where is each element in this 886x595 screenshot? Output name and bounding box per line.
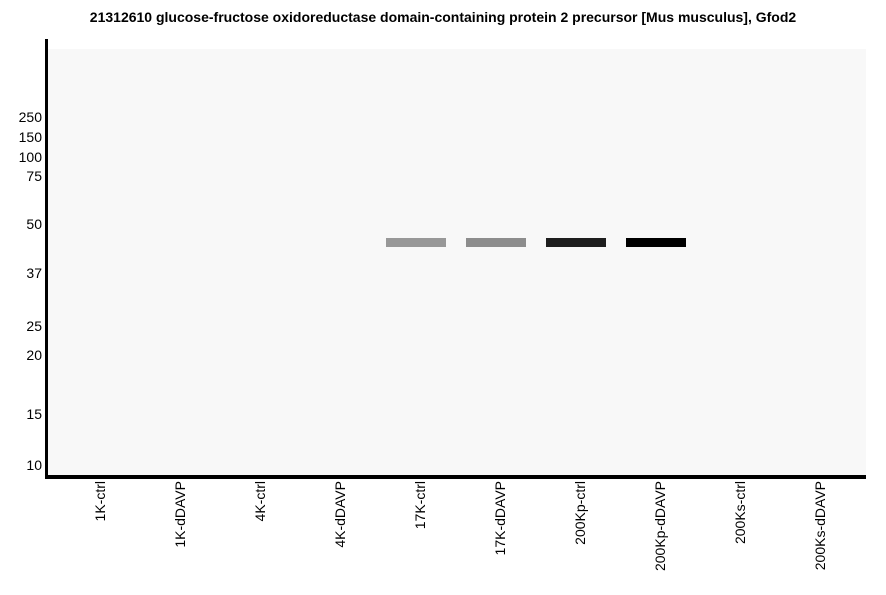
- y-tick-label-75: 75: [26, 168, 42, 184]
- y-tick-label-150: 150: [18, 129, 42, 145]
- lane-label-17K-ctrl: 17K-ctrl: [412, 481, 428, 530]
- y-tick-label-10: 10: [26, 457, 42, 473]
- lane-label-200Ks-dDAVP: 200Ks-dDAVP: [812, 481, 828, 571]
- x-axis-line: [45, 475, 866, 479]
- y-axis-line: [45, 39, 48, 479]
- y-tick-label-20: 20: [26, 347, 42, 363]
- plot-area: [48, 49, 866, 475]
- y-tick-label-37: 37: [26, 265, 42, 281]
- band-200Kp-ctrl: [546, 238, 606, 248]
- y-tick-label-250: 250: [18, 109, 42, 125]
- lane-label-4K-ctrl: 4K-ctrl: [252, 481, 268, 522]
- band-17K-ctrl: [386, 238, 446, 248]
- lane-label-200Kp-ctrl: 200Kp-ctrl: [572, 481, 588, 545]
- lane-label-1K-dDAVP: 1K-dDAVP: [172, 481, 188, 548]
- lane-label-4K-dDAVP: 4K-dDAVP: [332, 481, 348, 548]
- chart-title: 21312610 glucose-fructose oxidoreductase…: [89, 9, 797, 25]
- y-tick-label-100: 100: [18, 149, 42, 165]
- lane-label-200Ks-ctrl: 200Ks-ctrl: [732, 481, 748, 545]
- y-tick-label-25: 25: [26, 318, 42, 334]
- lane-label-17K-dDAVP: 17K-dDAVP: [492, 481, 508, 556]
- lane-label-1K-ctrl: 1K-ctrl: [92, 481, 108, 522]
- lane-label-200Kp-dDAVP: 200Kp-dDAVP: [652, 481, 668, 572]
- y-tick-label-15: 15: [26, 406, 42, 422]
- band-17K-dDAVP: [466, 238, 526, 248]
- y-tick-label-50: 50: [26, 216, 42, 232]
- band-200Kp-dDAVP: [626, 238, 686, 248]
